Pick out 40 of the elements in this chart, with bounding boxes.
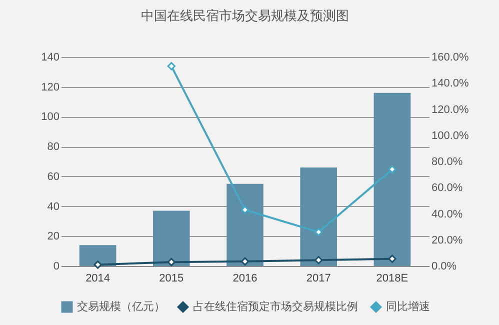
y2-tick-label: 160.0%: [432, 52, 470, 64]
bar: [300, 167, 337, 266]
legend-label: 占在线住宿预定市场交易规模比例: [193, 300, 358, 313]
point: [167, 258, 176, 266]
x-tick-label: 2014: [86, 272, 110, 284]
x-tick-label: 2016: [232, 272, 258, 284]
y-tick-label: 80: [47, 141, 60, 154]
y-tick-label: 60: [47, 170, 60, 183]
y2-tick-label: 80.0%: [432, 156, 463, 168]
x-tick-label: 2015: [159, 272, 184, 284]
bar: [226, 184, 264, 266]
x-tick-label: 2017: [306, 272, 331, 284]
y2-tick-label: 120.0%: [432, 104, 470, 116]
point: [167, 62, 176, 70]
bar: [153, 210, 190, 266]
legend-label: 同比增速: [386, 300, 430, 313]
y-tick-label: 20: [47, 230, 60, 243]
y-tick-label: 100: [41, 111, 60, 124]
x-tick-label: 2018E: [376, 272, 408, 284]
point: [388, 165, 396, 174]
y2-tick-label: 0.0%: [432, 260, 457, 272]
y2-tick-label: 40.0%: [432, 208, 463, 220]
y-tick-label: 40: [47, 200, 60, 213]
y2-tick-label: 140.0%: [432, 78, 470, 90]
y2-tick-label: 60.0%: [432, 182, 463, 194]
y-tick-label: 140: [41, 52, 60, 64]
chart-title: 中国在线民宿市场交易规模及预测图: [141, 8, 349, 23]
legend-label: 交易规模（亿元）: [77, 300, 165, 313]
point: [240, 257, 250, 266]
bar: [79, 245, 116, 266]
bar: [374, 92, 411, 266]
y-tick-label: 0: [53, 260, 60, 272]
y2-tick-label: 20.0%: [432, 234, 463, 246]
point: [388, 254, 396, 263]
point: [240, 206, 250, 214]
y2-tick-label: 100.0%: [432, 130, 470, 142]
y-tick-label: 120: [41, 81, 60, 94]
point: [314, 228, 323, 236]
point: [314, 256, 323, 264]
point: [94, 260, 102, 269]
